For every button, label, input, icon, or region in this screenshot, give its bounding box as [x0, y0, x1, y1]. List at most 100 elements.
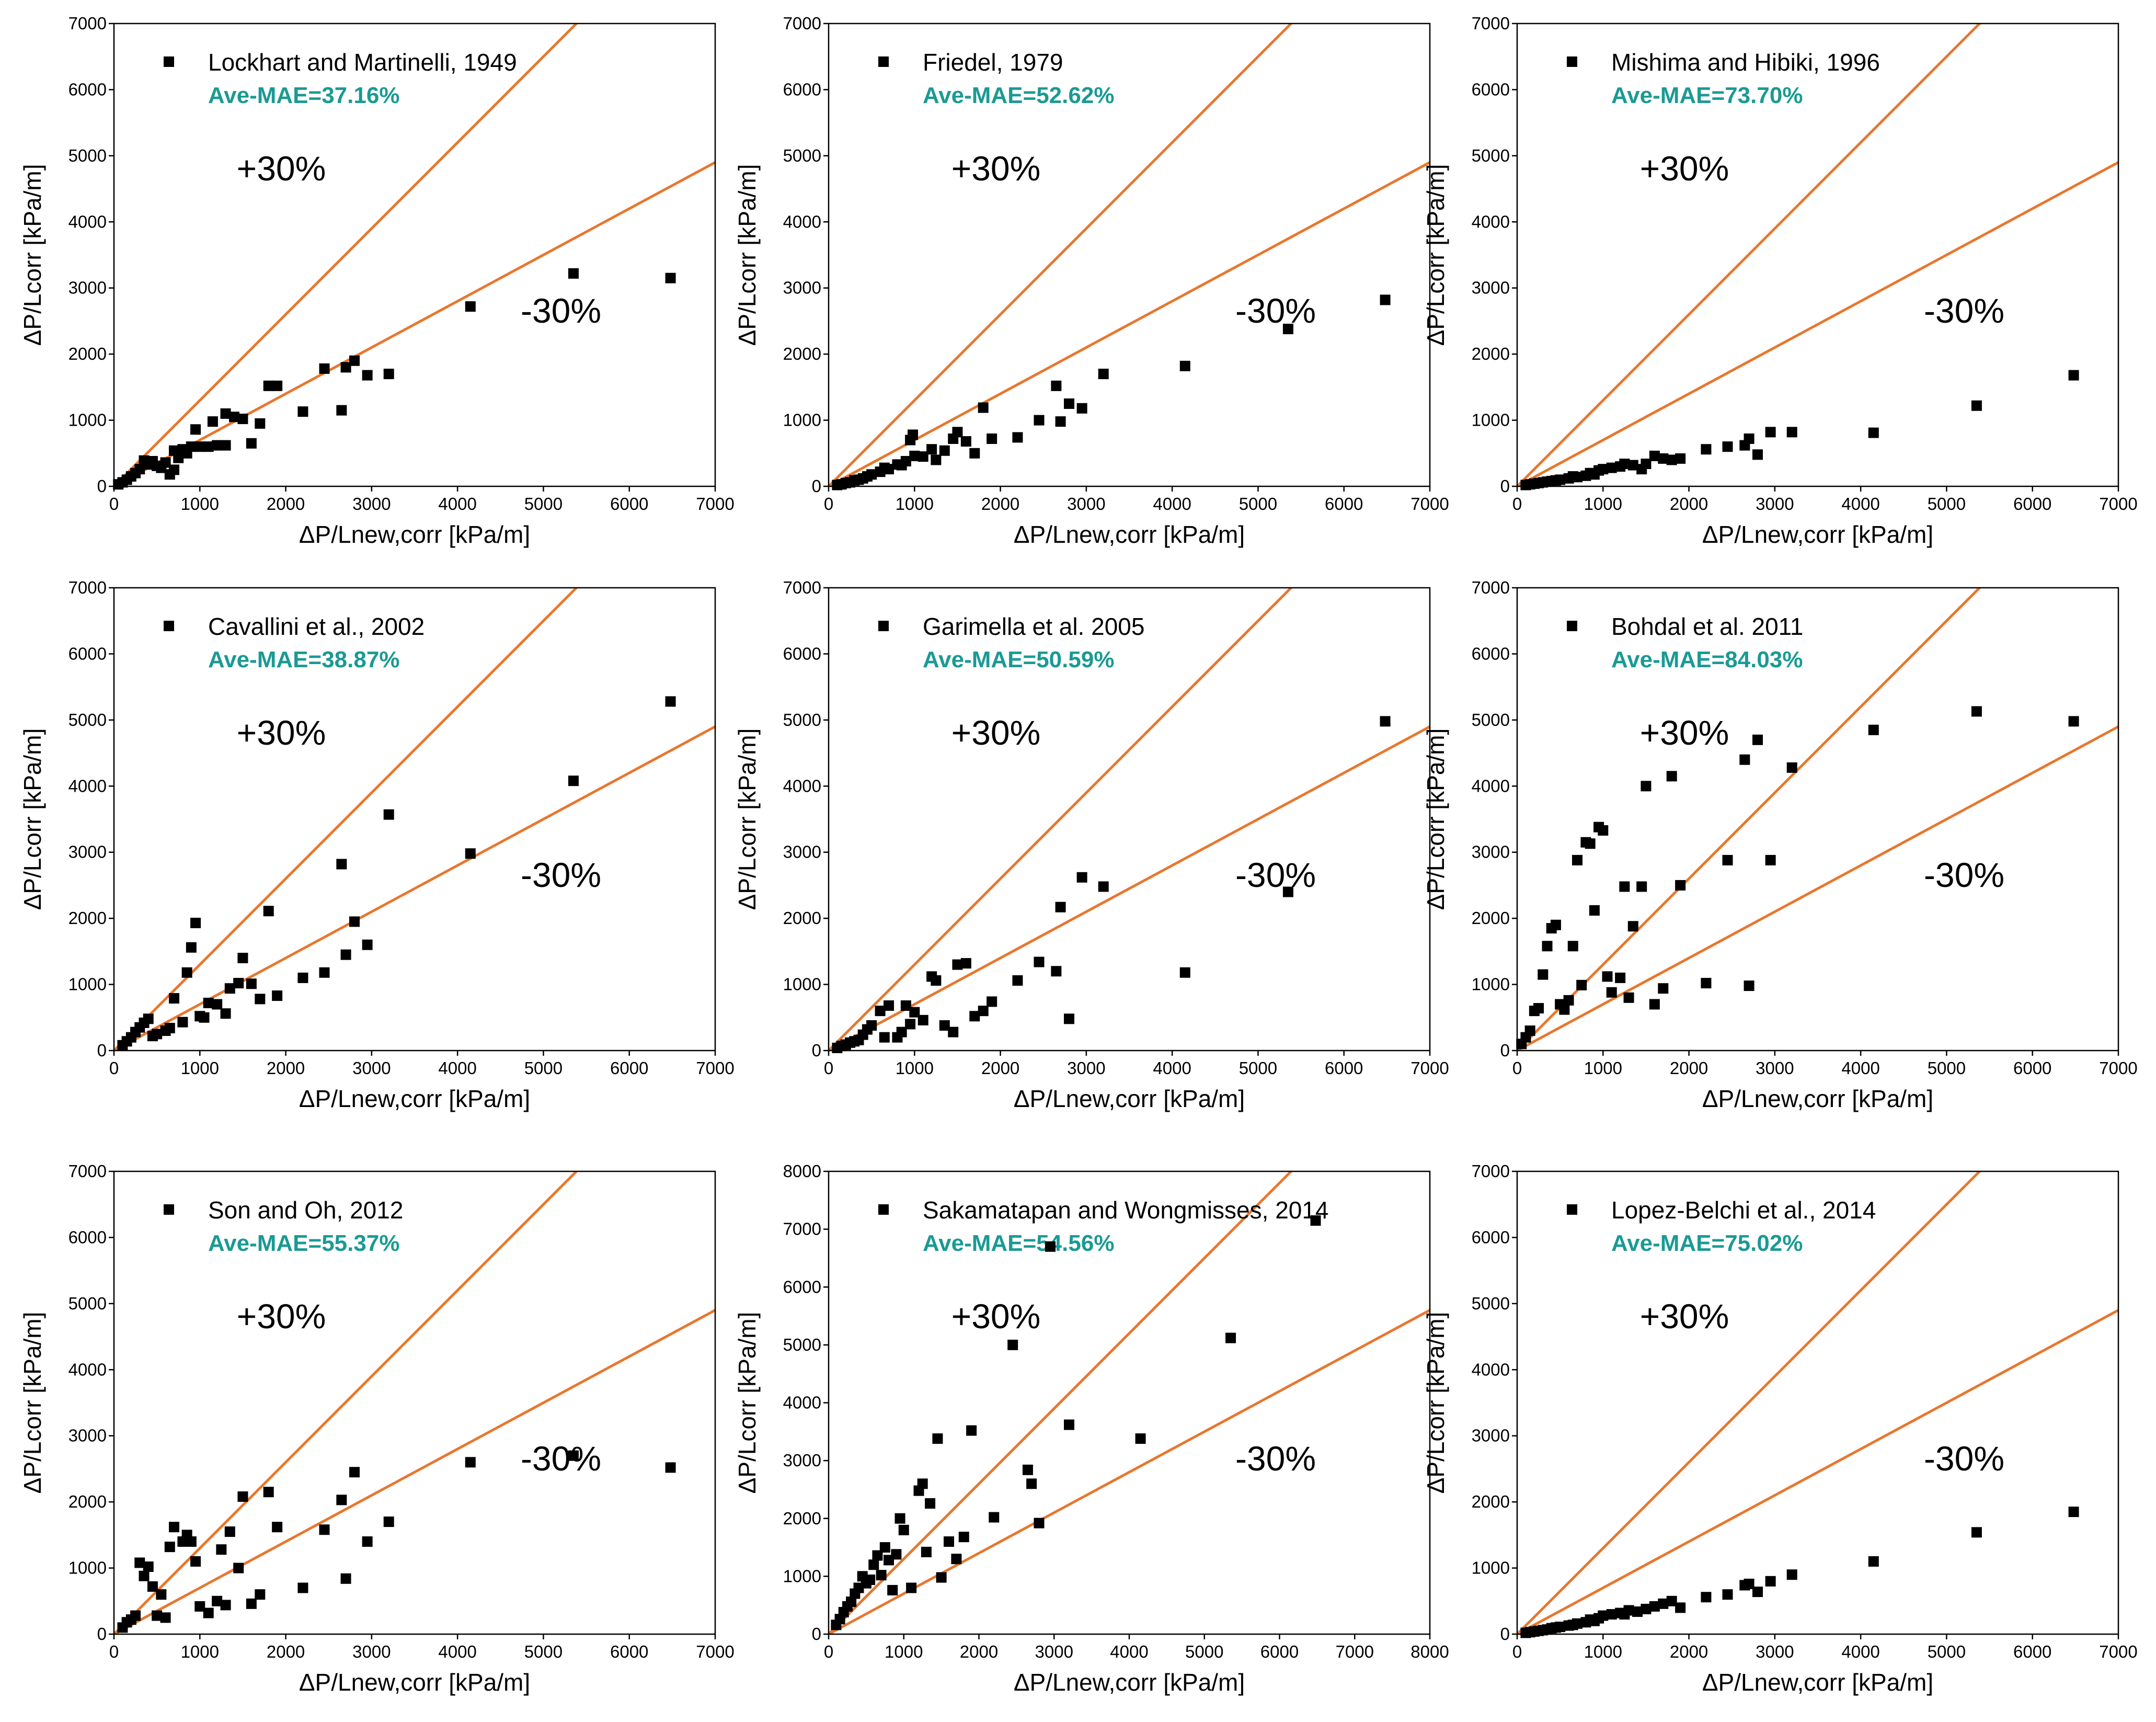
- x-tick-label: 0: [824, 1058, 833, 1078]
- data-point: [194, 1601, 205, 1612]
- plot-frame: [828, 587, 1431, 1052]
- x-tick-label: 1000: [885, 1642, 923, 1661]
- data-point: [987, 433, 997, 444]
- data-point: [1051, 380, 1062, 391]
- y-tick-label: 5000: [68, 1294, 107, 1313]
- data-point: [1752, 734, 1763, 745]
- data-point: [263, 380, 274, 391]
- y-tick-label: 5000: [1472, 146, 1510, 165]
- data-point: [978, 402, 989, 413]
- data-point: [1580, 470, 1591, 481]
- data-point: [340, 362, 351, 373]
- data-point: [160, 1025, 171, 1036]
- plot-frame: [828, 22, 1431, 487]
- data-point: [1615, 972, 1626, 983]
- data-point: [568, 268, 579, 279]
- legend-series-name: Friedel, 1979: [923, 49, 1063, 76]
- legend-series-name: Bohdal et al. 2011: [1611, 613, 1803, 640]
- data-point: [336, 859, 347, 870]
- data-point: [465, 1457, 476, 1468]
- data-point: [169, 445, 179, 456]
- plus-30-label: +30%: [951, 713, 1041, 752]
- y-tick-label: 2000: [1472, 1492, 1510, 1511]
- x-tick-label: 7000: [696, 494, 734, 514]
- data-point: [1752, 449, 1763, 460]
- data-point: [1971, 1527, 1982, 1538]
- minus-30-label: -30%: [1924, 856, 2004, 894]
- y-tick-label: 4000: [68, 212, 107, 231]
- data-point: [879, 1032, 890, 1043]
- x-tick-label: 5000: [1239, 494, 1277, 514]
- data-point: [246, 978, 257, 989]
- y-axis-label: ΔP/Lcorr [kPa/m]: [1422, 164, 1449, 346]
- plus-30-line: [1517, 1171, 1982, 1634]
- x-tick-label: 2000: [1670, 494, 1708, 514]
- legend-marker: [878, 1204, 889, 1215]
- data-point: [233, 978, 244, 989]
- data-point: [1675, 880, 1686, 891]
- data-point: [905, 435, 916, 446]
- y-tick-label: 6000: [1472, 1227, 1510, 1247]
- x-tick-label: 1000: [896, 1058, 934, 1078]
- mae-annotation: Ave-MAE=54.56%: [923, 1230, 1114, 1256]
- y-tick-label: 3000: [68, 278, 107, 298]
- data-point: [147, 1031, 158, 1042]
- x-axis-label: ΔP/Lnew,corr [kPa/m]: [1702, 1669, 1933, 1696]
- x-tick-label: 0: [1512, 494, 1522, 514]
- data-point: [169, 993, 179, 1004]
- plus-30-label: +30%: [1640, 149, 1729, 188]
- data-point: [665, 696, 676, 707]
- x-tick-label: 5000: [1239, 1058, 1277, 1078]
- legend-series-name: Cavallini et al., 2002: [208, 613, 425, 640]
- data-point: [1722, 1589, 1733, 1600]
- data-point: [340, 1573, 351, 1584]
- x-tick-label: 5000: [524, 1642, 563, 1661]
- data-point: [160, 1612, 171, 1623]
- y-tick-label: 4000: [68, 1360, 107, 1379]
- y-tick-label: 6000: [68, 1227, 107, 1247]
- data-point: [1615, 1607, 1626, 1618]
- data-point: [989, 1512, 1000, 1523]
- scatter-points: [1520, 1507, 2079, 1638]
- data-point: [1179, 967, 1190, 978]
- mae-annotation: Ave-MAE=75.02%: [1611, 1230, 1803, 1256]
- data-point: [1744, 980, 1754, 991]
- data-point: [336, 405, 347, 416]
- y-tick-label: 2000: [1472, 344, 1510, 363]
- data-point: [383, 1516, 394, 1527]
- data-point: [568, 776, 579, 786]
- data-point: [255, 1589, 266, 1600]
- x-tick-label: 8000: [1410, 1642, 1449, 1661]
- data-point: [1135, 1433, 1146, 1444]
- x-axis-label: ΔP/Lnew,corr [kPa/m]: [1014, 1669, 1245, 1696]
- x-tick-label: 7000: [2099, 1058, 2137, 1078]
- legend-series-name: Son and Oh, 2012: [208, 1196, 403, 1224]
- plus-30-line: [829, 588, 1293, 1051]
- data-point: [1602, 971, 1613, 982]
- x-tick-label: 7000: [2099, 1642, 2137, 1661]
- x-tick-label: 4000: [1841, 1058, 1879, 1078]
- mae-annotation: Ave-MAE=37.16%: [208, 83, 399, 108]
- data-point: [1627, 921, 1638, 932]
- y-tick-label: 7000: [1472, 14, 1510, 33]
- data-point: [1098, 881, 1109, 892]
- data-point: [220, 1600, 231, 1611]
- data-point: [1615, 461, 1626, 472]
- data-point: [665, 1462, 676, 1473]
- data-point: [1666, 1595, 1677, 1606]
- data-point: [139, 455, 150, 466]
- x-tick-label: 7000: [1336, 1642, 1374, 1661]
- data-point: [1641, 1603, 1652, 1614]
- data-point: [1739, 754, 1750, 765]
- plot-frame: [1516, 1170, 2119, 1635]
- data-point: [169, 1522, 179, 1533]
- data-point: [1076, 872, 1087, 883]
- data-point: [246, 1598, 257, 1609]
- data-point: [1034, 1518, 1045, 1529]
- y-tick-label: 2000: [783, 344, 821, 363]
- data-point: [1636, 464, 1647, 475]
- minus-30-label: -30%: [521, 1439, 601, 1478]
- y-tick-label: 1000: [68, 410, 107, 430]
- data-point: [1649, 1601, 1660, 1612]
- x-tick-label: 4000: [438, 1642, 476, 1661]
